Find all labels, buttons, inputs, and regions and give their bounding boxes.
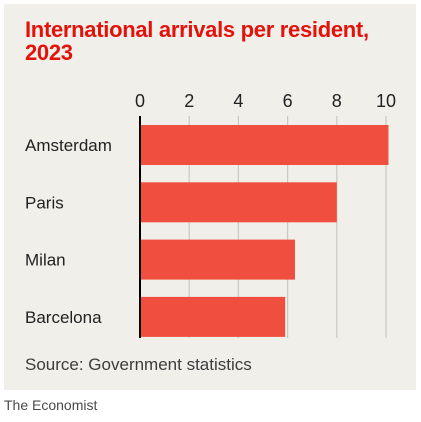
bars xyxy=(140,125,389,337)
x-tick-label: 8 xyxy=(332,91,342,111)
category-labels: Amsterdam Paris Milan Barcelona xyxy=(25,136,112,327)
category-label: Paris xyxy=(25,193,64,212)
category-label: Amsterdam xyxy=(25,136,112,155)
chart-title: International arrivals per resident, 202… xyxy=(25,17,369,65)
bar-barcelona xyxy=(140,296,286,337)
bar-chart: 0 2 4 6 8 10 Amsterdam Paris Milan Barcelona xyxy=(25,91,396,338)
bar-milan xyxy=(140,239,295,280)
x-tick-labels: 0 2 4 6 8 10 xyxy=(135,91,396,111)
x-tick-label: 10 xyxy=(376,91,396,111)
x-tick-label: 4 xyxy=(233,91,243,111)
chart-panel: International arrivals per resident, 202… xyxy=(4,4,416,390)
publisher-credit: The Economist xyxy=(4,397,98,413)
bar-amsterdam xyxy=(140,125,389,165)
category-label: Barcelona xyxy=(25,308,102,327)
source-note: Source: Government statistics xyxy=(25,355,252,374)
category-label: Milan xyxy=(25,251,66,270)
x-tick-label: 0 xyxy=(135,91,145,111)
bar-paris xyxy=(140,182,337,223)
x-tick-label: 2 xyxy=(184,91,194,111)
x-tick-label: 6 xyxy=(283,91,293,111)
